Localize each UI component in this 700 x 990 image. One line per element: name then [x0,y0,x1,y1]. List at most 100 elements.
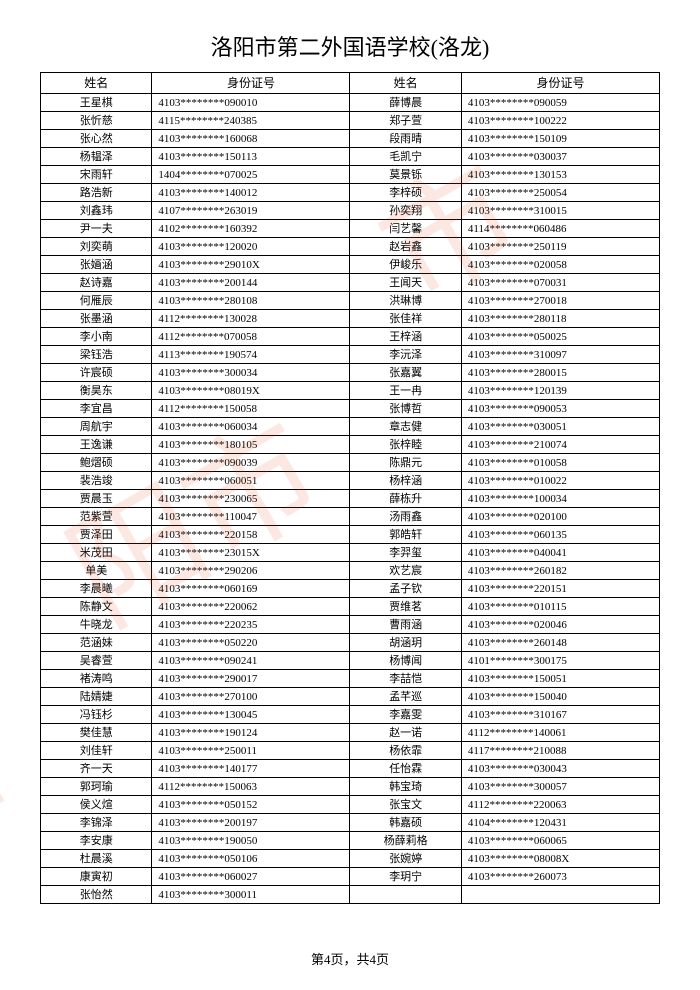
cell-id: 4103********230065 [152,490,350,508]
table-row: 赵诗嘉4103********200144王闻天4103********0700… [41,274,660,292]
cell-name: 贾维茗 [350,598,461,616]
cell-name: 张嘉翼 [350,364,461,382]
table-row: 范涵妹4103********050220胡涵玥4103********2601… [41,634,660,652]
cell-name: 周航宇 [41,418,152,436]
cell-name: 康寅初 [41,868,152,886]
table-row: 李晨曦4103********060169孟子钦4103********2201… [41,580,660,598]
cell-name: 贾泽田 [41,526,152,544]
cell-name: 张墨涵 [41,310,152,328]
cell-name: 李玥宁 [350,868,461,886]
table-row: 周航宇4103********060034章志健4103********0300… [41,418,660,436]
cell-id: 4103********250119 [461,238,659,256]
table-row: 张心然4103********160068段雨晴4103********1501… [41,130,660,148]
cell-id: 4112********150063 [152,778,350,796]
cell-id: 4103********120139 [461,382,659,400]
cell-id: 4103********150051 [461,670,659,688]
cell-id: 4103********010115 [461,598,659,616]
table-row: 李宜昌4112********150058张博哲4103********0900… [41,400,660,418]
cell-name: 薛栋升 [350,490,461,508]
cell-name: 梁钰浩 [41,346,152,364]
cell-id: 4103********190124 [152,724,350,742]
cell-name: 吴睿萱 [41,652,152,670]
cell-name: 张怡然 [41,886,152,904]
cell-name: 郑子萱 [350,112,461,130]
cell-id: 4103********020100 [461,508,659,526]
cell-name: 汤雨鑫 [350,508,461,526]
cell-name: 张忻慈 [41,112,152,130]
cell-id: 4103********090053 [461,400,659,418]
table-row: 张怡然4103********300011 [41,886,660,904]
table-row: 梁钰浩4113********190574李沅泽4103********3100… [41,346,660,364]
cell-name: 孙奕翔 [350,202,461,220]
table-row: 贾晨玉4103********230065薛栋升4103********1000… [41,490,660,508]
cell-id: 4103********100034 [461,490,659,508]
col-id-2: 身份证号 [461,73,659,94]
cell-id: 4103********290017 [152,670,350,688]
cell-name: 洪琳博 [350,292,461,310]
cell-name: 宋雨轩 [41,166,152,184]
cell-id: 4103********220151 [461,580,659,598]
cell-name: 杨薛莉格 [350,832,461,850]
table-row: 杨韫泽4103********150113毛凯宁4103********0300… [41,148,660,166]
table-row: 李安康4103********190050杨薛莉格4103********060… [41,832,660,850]
cell-name: 伊峻乐 [350,256,461,274]
cell-name: 胡涵玥 [350,634,461,652]
table-row: 王星棋4103********090010薛博晨4103********0900… [41,94,660,112]
cell-id: 4103********310167 [461,706,659,724]
cell-name: 李梓硕 [350,184,461,202]
table-row: 李小南4112********070058王梓涵4103********0500… [41,328,660,346]
cell-id: 4103********050106 [152,850,350,868]
cell-name: 李羿玺 [350,544,461,562]
cell-id: 4103********250054 [461,184,659,202]
cell-id: 4103********010022 [461,472,659,490]
cell-id: 4103********150113 [152,148,350,166]
cell-name: 欢艺宸 [350,562,461,580]
cell-id: 4113********190574 [152,346,350,364]
table-row: 刘鑫玮4107********263019孙奕翔4103********3100… [41,202,660,220]
cell-id: 4103********180105 [152,436,350,454]
cell-name: 冯钰杉 [41,706,152,724]
cell-id: 4103********050220 [152,634,350,652]
cell-name: 任怡霖 [350,760,461,778]
table-row: 褚涛鸣4103********290017李喆恺4103********1500… [41,670,660,688]
cell-name: 毛凯宁 [350,148,461,166]
table-row: 鲍熠硕4103********090039陈鼎元4103********0100… [41,454,660,472]
col-name-1: 姓名 [41,73,152,94]
cell-id: 4103********270018 [461,292,659,310]
cell-id: 4103********060135 [461,526,659,544]
cell-id: 4103********020046 [461,616,659,634]
cell-id: 4103********310015 [461,202,659,220]
cell-name: 李沅泽 [350,346,461,364]
cell-name: 杨梓涵 [350,472,461,490]
cell-name: 章志健 [350,418,461,436]
col-id-1: 身份证号 [152,73,350,94]
cell-id: 4103********23015X [152,544,350,562]
cell-id: 4103********060027 [152,868,350,886]
cell-id: 4103********140012 [152,184,350,202]
cell-name: 鲍熠硕 [41,454,152,472]
cell-id: 4103********150040 [461,688,659,706]
cell-id: 4103********060034 [152,418,350,436]
cell-id: 4103********250011 [152,742,350,760]
cell-name: 孟子钦 [350,580,461,598]
cell-id: 4103********100222 [461,112,659,130]
cell-id: 4103********090241 [152,652,350,670]
cell-name: 曹雨涵 [350,616,461,634]
cell-name: 张心然 [41,130,152,148]
cell-id: 4103********260148 [461,634,659,652]
cell-id: 4103********260073 [461,868,659,886]
table-row: 许宸硕4103********300034张嘉翼4103********2800… [41,364,660,382]
cell-id: 4103********010058 [461,454,659,472]
cell-name: 张博哲 [350,400,461,418]
cell-name: 杨依霏 [350,742,461,760]
cell-name: 韩宝琦 [350,778,461,796]
cell-name: 单美 [41,562,152,580]
cell-name: 杨韫泽 [41,148,152,166]
cell-name: 王逸谦 [41,436,152,454]
page-title: 洛阳市第二外国语学校(洛龙) [40,30,660,62]
cell-name: 李小南 [41,328,152,346]
cell-name: 张宝文 [350,796,461,814]
cell-name: 范紫萱 [41,508,152,526]
cell-name: 赵一诺 [350,724,461,742]
table-row: 杜晨溪4103********050106张婉婷4103********0800… [41,850,660,868]
